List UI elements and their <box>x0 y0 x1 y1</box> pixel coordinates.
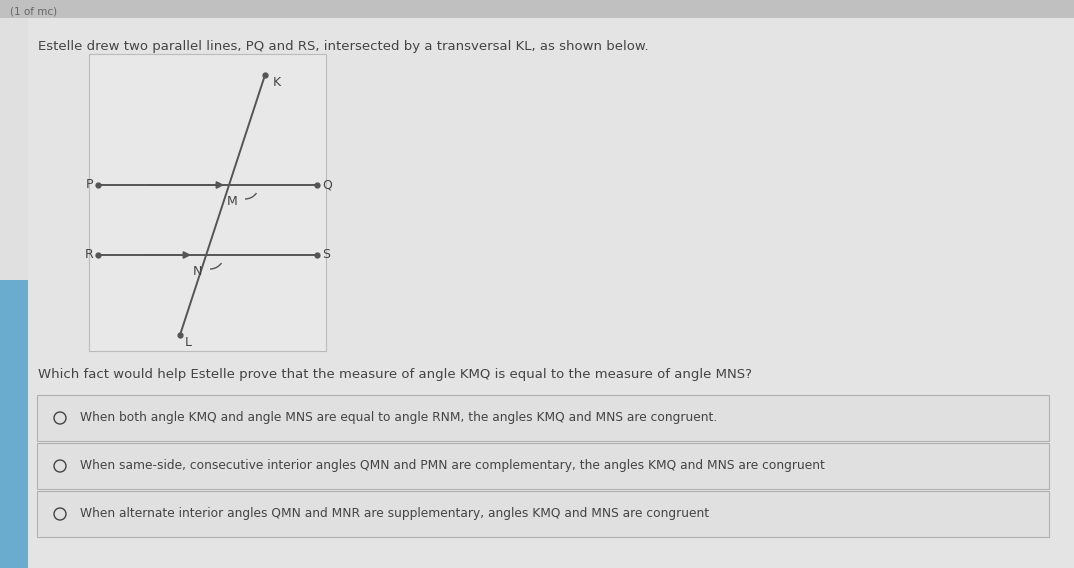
Text: When alternate interior angles QMN and MNR are supplementary, angles KMQ and MNS: When alternate interior angles QMN and M… <box>79 507 709 520</box>
Bar <box>0 0 28 280</box>
Text: Estelle drew two parallel lines, PQ and RS, intersected by a transversal KL, as : Estelle drew two parallel lines, PQ and … <box>38 40 649 53</box>
Bar <box>0 280 28 568</box>
Text: Which fact would help Estelle prove that the measure of angle KMQ is equal to th: Which fact would help Estelle prove that… <box>38 368 752 381</box>
FancyBboxPatch shape <box>37 443 1049 489</box>
Text: N: N <box>192 265 202 278</box>
Text: K: K <box>273 77 281 90</box>
Text: When same-side, consecutive interior angles QMN and PMN are complementary, the a: When same-side, consecutive interior ang… <box>79 460 825 473</box>
Bar <box>0 0 1074 18</box>
FancyBboxPatch shape <box>37 491 1049 537</box>
Text: M: M <box>227 195 237 208</box>
Text: L: L <box>185 336 192 349</box>
Text: P: P <box>86 178 93 191</box>
Text: Q: Q <box>322 178 332 191</box>
Text: (1 of mc): (1 of mc) <box>10 7 57 17</box>
FancyBboxPatch shape <box>37 395 1049 441</box>
Text: R: R <box>84 249 93 261</box>
Text: S: S <box>322 249 330 261</box>
FancyBboxPatch shape <box>89 54 326 351</box>
Text: When both angle KMQ and angle MNS are equal to angle RNM, the angles KMQ and MNS: When both angle KMQ and angle MNS are eq… <box>79 411 717 424</box>
